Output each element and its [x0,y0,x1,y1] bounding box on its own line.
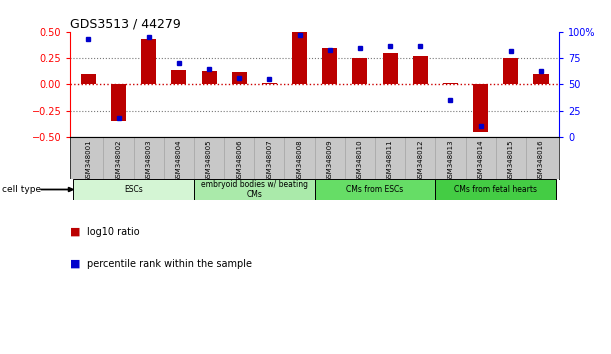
Bar [81,74,96,84]
Text: GSM348001: GSM348001 [86,139,92,182]
Text: GSM348005: GSM348005 [206,139,212,182]
Text: ■: ■ [70,227,81,237]
Bar [141,39,156,84]
Text: GSM348004: GSM348004 [176,139,182,182]
Bar [194,179,315,200]
Text: GSM348002: GSM348002 [115,139,122,182]
Bar [473,84,488,132]
Text: GSM348016: GSM348016 [538,139,544,182]
Text: GSM348003: GSM348003 [145,139,152,182]
Bar [315,179,436,200]
Bar [322,48,337,84]
Bar [171,70,186,84]
Text: GSM348010: GSM348010 [357,139,363,182]
Text: GSM348014: GSM348014 [478,139,484,182]
Text: ■: ■ [70,259,81,269]
Bar [232,72,247,84]
Bar [533,74,549,84]
Text: GSM348015: GSM348015 [508,139,514,182]
Text: percentile rank within the sample: percentile rank within the sample [87,259,252,269]
Bar [353,58,367,84]
Bar [111,84,126,121]
Text: CMs from fetal hearts: CMs from fetal hearts [454,185,537,194]
Bar [443,83,458,84]
Bar [382,53,398,84]
Bar [412,56,428,84]
Bar [436,179,556,200]
Bar [292,32,307,84]
Bar [73,179,194,200]
Text: ESCs: ESCs [124,185,143,194]
Text: GSM348008: GSM348008 [296,139,302,182]
Text: GSM348007: GSM348007 [266,139,273,182]
Text: GSM348009: GSM348009 [327,139,333,182]
Text: log10 ratio: log10 ratio [87,227,139,237]
Text: cell type: cell type [2,185,41,194]
Bar [262,83,277,84]
Text: GSM348006: GSM348006 [236,139,242,182]
Text: GSM348013: GSM348013 [447,139,453,182]
Bar [503,58,518,84]
Text: embryoid bodies w/ beating
CMs: embryoid bodies w/ beating CMs [201,180,308,199]
Bar [202,71,217,84]
Text: GSM348011: GSM348011 [387,139,393,182]
Text: CMs from ESCs: CMs from ESCs [346,185,404,194]
Text: GDS3513 / 44279: GDS3513 / 44279 [70,18,181,31]
Text: GSM348012: GSM348012 [417,139,423,182]
